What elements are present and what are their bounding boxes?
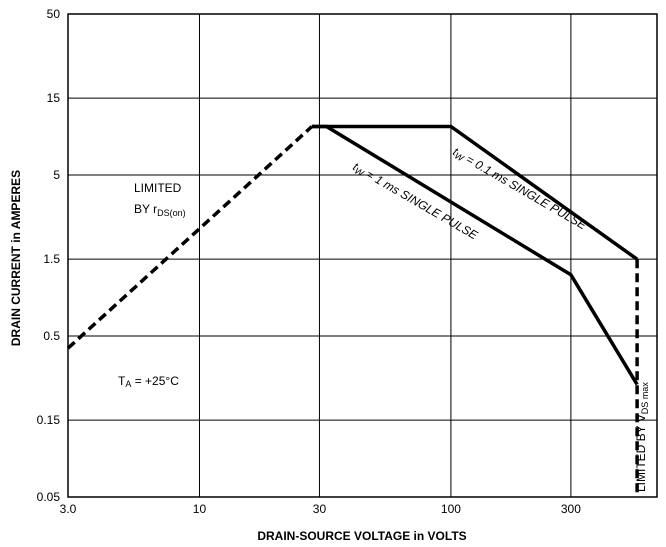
ta-prefix: T — [118, 374, 126, 388]
y-axis-label: DRAIN CURRENT in AMPERES — [9, 170, 23, 346]
plot-frame — [67, 13, 658, 498]
y-tick-label: 1.5 — [43, 252, 60, 266]
pulse-1ms-text: = 1 ms SINGLE PULSE — [361, 165, 481, 242]
y-tick-label: 0.05 — [37, 490, 61, 504]
y-tick-label: 15 — [47, 91, 61, 105]
rds-on-label-line1: LIMITED — [134, 181, 182, 195]
y-tick-label: 0.15 — [37, 413, 61, 427]
y-tick-label: 50 — [47, 7, 61, 21]
vds-max-sub: DS max — [640, 382, 650, 415]
x-tick-label: 30 — [313, 502, 327, 516]
pulse-01ms-prefix: t — [451, 144, 461, 158]
pulse-1ms-label: tW = 1 ms SINGLE PULSE — [350, 159, 481, 243]
x-tick-label: 100 — [441, 502, 461, 516]
pulse-1ms-prefix: t — [351, 159, 361, 173]
series-line — [311, 124, 639, 261]
rds-on-label-line2: BY rDS(on) — [134, 202, 186, 218]
x-tick-label: 10 — [193, 502, 207, 516]
vds-max-prefix: LIMITED BY V — [634, 414, 648, 492]
x-axis-label: DRAIN-SOURCE VOLTAGE in VOLTS — [257, 529, 466, 543]
ta-sub: A — [125, 379, 131, 389]
series-line — [66, 125, 314, 350]
rds-on-label-prefix: BY r — [134, 202, 157, 216]
pulse-01ms-label: tW = 0.1 ms SINGLE PULSE — [450, 144, 590, 233]
rds-on-label-sub: DS(on) — [157, 208, 186, 218]
x-tick-label: 3.0 — [60, 502, 77, 516]
series-line — [311, 124, 639, 386]
grid-lines — [68, 14, 657, 497]
ta-value: = +25°C — [131, 374, 179, 388]
tick-labels: 3.0 10 30 100 300 0.05 0.15 0.5 1.5 5 15 50 — [37, 7, 582, 516]
series-lines — [66, 124, 639, 497]
ambient-temp-label: TA = +25°C — [118, 374, 179, 389]
y-tick-label: 0.5 — [43, 329, 60, 343]
x-tick-label: 300 — [561, 502, 581, 516]
vds-max-label: LIMITED BY VDS max — [634, 382, 650, 492]
y-tick-label: 5 — [53, 168, 60, 182]
